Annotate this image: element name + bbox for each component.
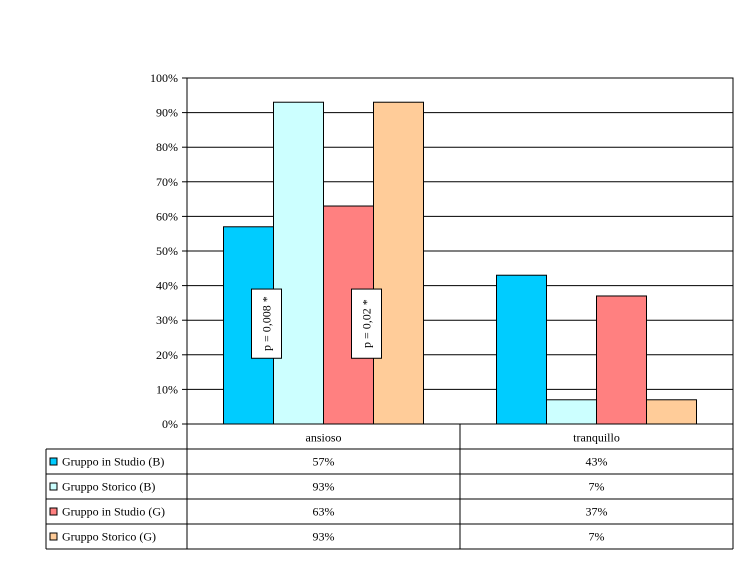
category-label: ansioso <box>306 431 342 445</box>
y-tick-label: 70% <box>156 175 178 189</box>
bar <box>546 399 597 425</box>
annotation-box <box>251 288 282 359</box>
legend-swatch <box>49 482 58 491</box>
y-tick-label: 30% <box>156 313 178 327</box>
legend-label: Gruppo Storico (B) <box>62 480 155 494</box>
y-tick-label: 60% <box>156 209 178 223</box>
data-label: 93% <box>313 480 335 494</box>
legend-swatch <box>49 507 58 516</box>
data-label: 37% <box>586 505 608 519</box>
data-label: 63% <box>313 505 335 519</box>
y-tick-label: 50% <box>156 244 178 258</box>
category-label: tranquillo <box>573 431 620 445</box>
y-tick-label: 100% <box>150 71 178 85</box>
annotation-box <box>351 288 382 359</box>
bar <box>496 274 547 425</box>
annotation-label: p = 0,02 * <box>360 299 374 348</box>
bar <box>596 295 647 425</box>
legend-swatch <box>49 532 58 541</box>
legend-swatch <box>49 457 58 466</box>
y-tick-label: 0% <box>162 417 178 431</box>
data-label: 43% <box>586 455 608 469</box>
bar <box>273 101 324 425</box>
bar <box>373 101 424 425</box>
data-label: 7% <box>589 530 605 544</box>
y-tick-label: 20% <box>156 348 178 362</box>
data-label: 57% <box>313 455 335 469</box>
legend-label: Gruppo in Studio (G) <box>62 505 165 519</box>
annotation-label: p = 0,008 * <box>260 296 274 351</box>
y-tick-label: 10% <box>156 382 178 396</box>
bar <box>646 399 697 425</box>
legend-label: Gruppo Storico (G) <box>62 530 156 544</box>
y-tick-label: 40% <box>156 279 178 293</box>
y-tick-label: 90% <box>156 106 178 120</box>
data-label: 7% <box>589 480 605 494</box>
legend-label: Gruppo in Studio (B) <box>62 455 164 469</box>
data-label: 93% <box>313 530 335 544</box>
y-tick-label: 80% <box>156 140 178 154</box>
